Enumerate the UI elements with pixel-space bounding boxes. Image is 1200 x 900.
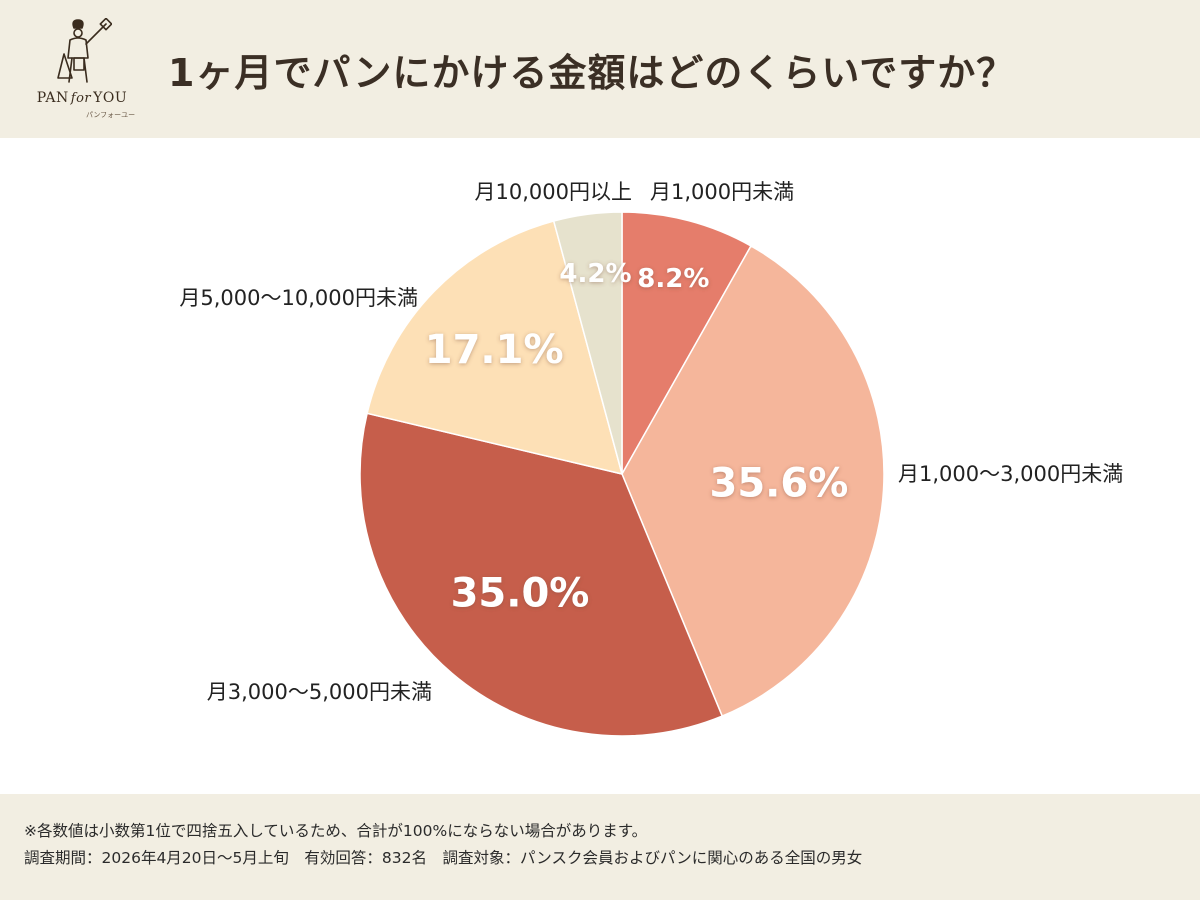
rounding-footnote: ※各数値は小数第1位で四捨五入しているため、合計が100%にならない場合がありま… (24, 822, 648, 840)
header-bar: PAN for YOU パンフォーユー 1ヶ月でパンにかける金額はどのくらいですか？ (0, 0, 1200, 138)
pie-chart: 8.2% 35.6% 35.0% 17.1% 4.2% 月1,000円未満月1,000～… (179, 180, 1123, 737)
pie-category-label-2: 月1,000～3,000円未満 (898, 462, 1123, 486)
pie-slice-3 (359, 412, 724, 737)
pie-value-label-5: 4.2% (559, 259, 631, 289)
pie-value-label-2: 35.6% (710, 461, 849, 507)
pie-category-label-5: 月10,000円以上 (475, 180, 632, 204)
pie-slice-4 (366, 220, 624, 476)
pie-category-label-4: 月5,000～10,000円未満 (179, 286, 418, 310)
logo-wordmark: PAN for YOU (22, 90, 142, 106)
footer-bar: ※各数値は小数第1位で四捨五入しているため、合計が100%にならない場合がありま… (0, 794, 1200, 900)
pie-slice-1 (621, 211, 752, 477)
logo-brand-for: for (70, 91, 92, 106)
pie-chart-area: 8.2% 35.6% 35.0% 17.1% 4.2% 月1,000円未満月1,000～… (0, 138, 1200, 794)
pie-slice-5 (552, 211, 623, 475)
pie-value-label-1: 8.2% (637, 264, 709, 294)
pie-category-label-3: 月3,000～5,000円未満 (207, 680, 432, 704)
pie-slice-2 (621, 244, 885, 718)
page-title: 1ヶ月でパンにかける金額はどのくらいですか？ (168, 51, 1016, 95)
logo-brand-left: PAN (36, 90, 69, 106)
logo-brand-right: YOU (93, 90, 128, 106)
logo-subtitle: パンフォーユー (86, 111, 136, 119)
pie-value-label-4: 17.1% (425, 327, 564, 373)
pan-for-you-logo: PAN for YOU パンフォーユー (22, 18, 142, 119)
survey-info: 調査期間：2026年4月20日～5月上旬 有効回答：832名 調査対象：パンスク… (24, 849, 863, 867)
pie-category-label-1: 月1,000円未満 (650, 180, 794, 204)
pie-value-label-3: 35.0% (451, 571, 590, 617)
baker-figure-icon (57, 18, 112, 83)
